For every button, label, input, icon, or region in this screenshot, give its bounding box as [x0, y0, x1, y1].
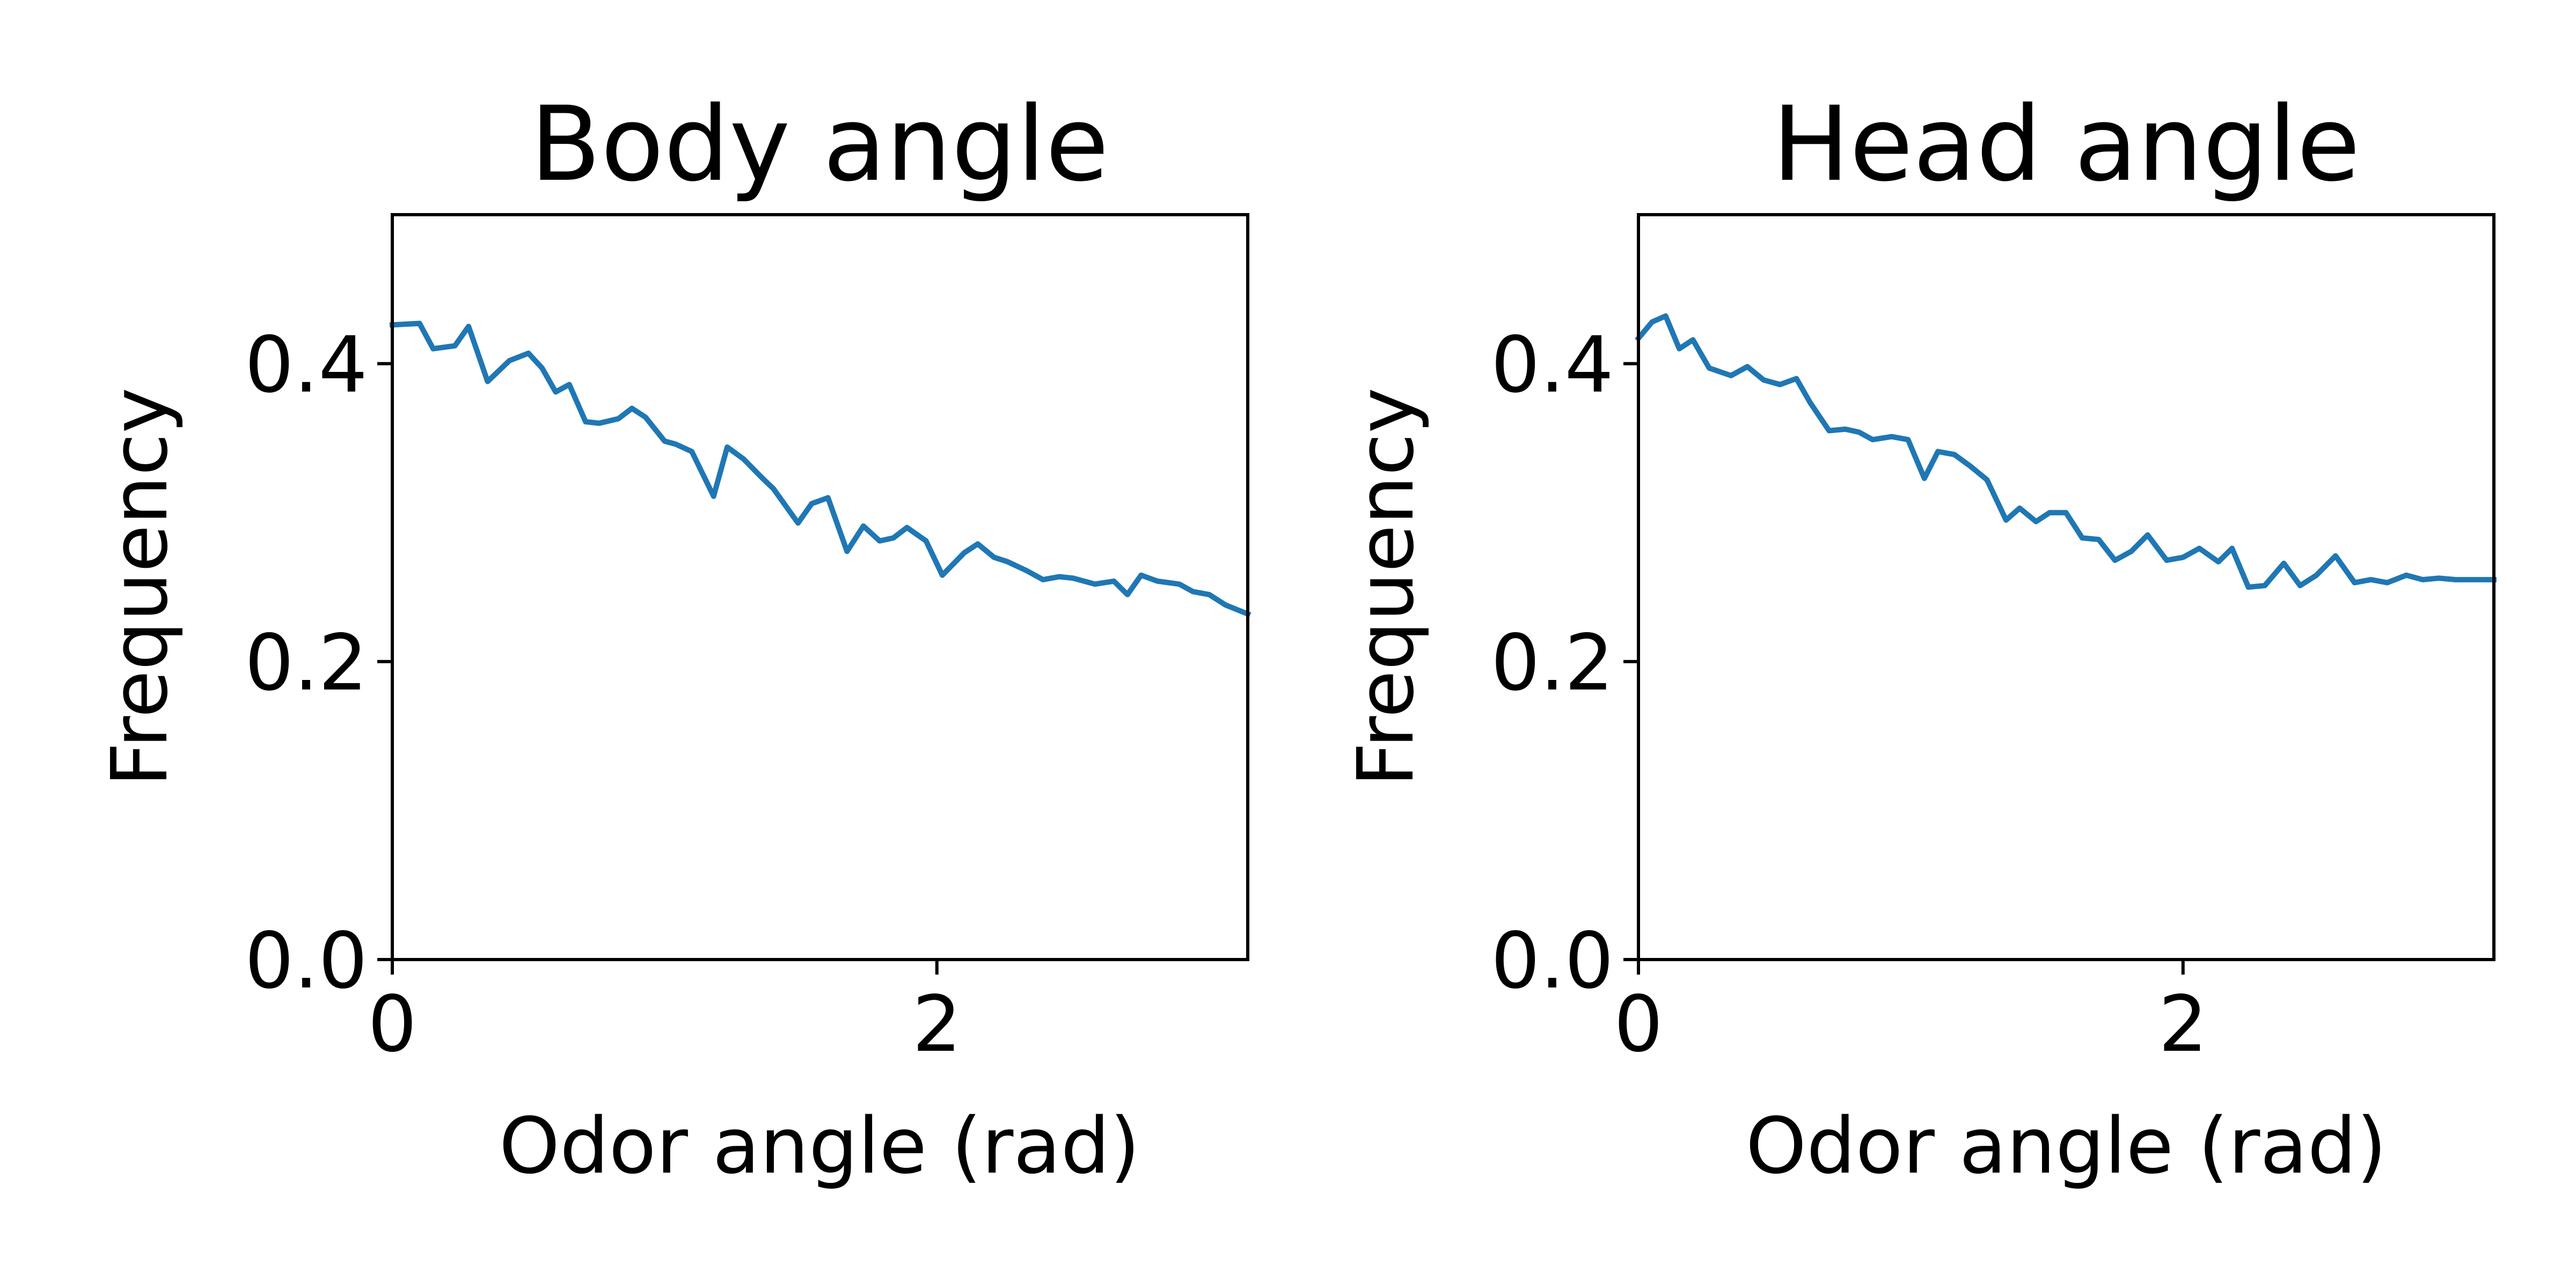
y-axis-ticks: 0.0 0.2 0.4 — [1491, 320, 1638, 1006]
y-axis-ticks: 0.0 0.2 0.4 — [245, 320, 392, 1006]
x-tick-label: 2 — [912, 979, 962, 1069]
y-tick-label: 0.0 — [245, 916, 368, 1006]
y-tick-label: 0.2 — [1491, 618, 1614, 708]
y-tick-label: 0.4 — [245, 320, 368, 410]
series-line — [389, 320, 1252, 618]
x-tick-label: 0 — [368, 979, 417, 1069]
series-line — [1634, 313, 2497, 590]
chart-title: Body angle — [530, 85, 1109, 204]
y-axis-label: Frequency — [1341, 387, 1431, 787]
x-axis-label: Odor angle (rad) — [1746, 1101, 2387, 1191]
x-axis-label: Odor angle (rad) — [499, 1101, 1140, 1191]
y-axis-label: Frequency — [94, 387, 185, 787]
y-tick-label: 0.0 — [1491, 916, 1614, 1006]
plot-frame — [1637, 213, 2496, 961]
chart-title: Head angle — [1772, 85, 2360, 204]
x-tick-label: 0 — [1614, 979, 1663, 1069]
plot-frame — [391, 213, 1249, 961]
y-tick-label: 0.2 — [245, 618, 368, 708]
x-tick-label: 2 — [2158, 979, 2208, 1069]
y-tick-label: 0.4 — [1491, 320, 1614, 410]
